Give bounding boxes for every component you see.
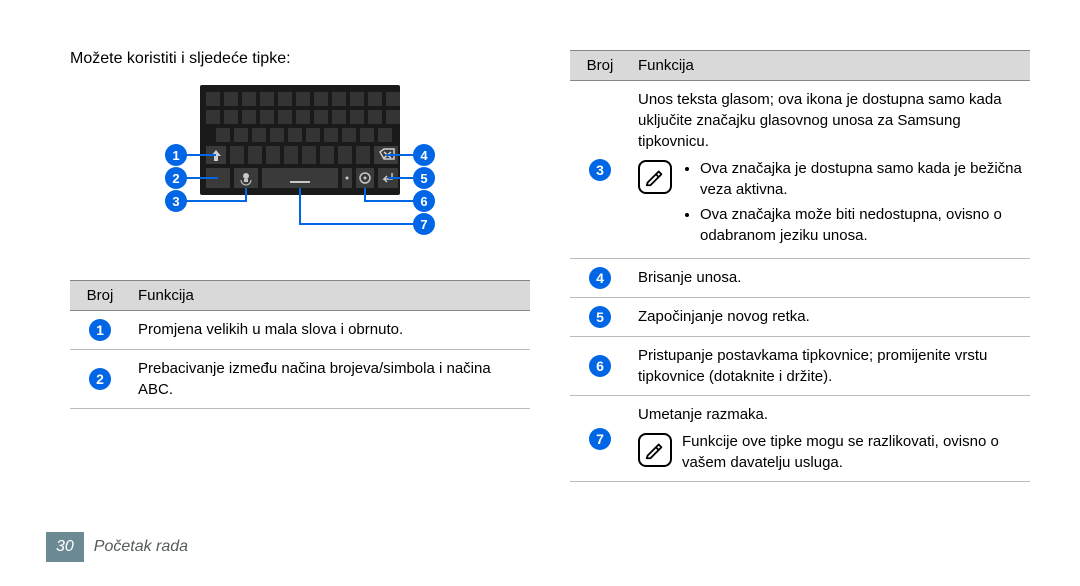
- table-row: 3 Unos teksta glasom; ova ikona je dostu…: [570, 81, 1030, 259]
- func-intro: Umetanje razmaka.: [638, 404, 1022, 425]
- page-footer: 30 Početak rada: [46, 532, 188, 562]
- page-number: 30: [46, 532, 84, 562]
- svg-text:1: 1: [172, 148, 179, 163]
- svg-text:7: 7: [420, 217, 427, 232]
- svg-text:4: 4: [420, 148, 428, 163]
- page-columns: Možete koristiti i sljedeće tipke:: [70, 50, 1030, 482]
- func-intro: Unos teksta glasom; ova ikona je dostupn…: [638, 89, 1022, 152]
- right-column: Broj Funkcija 3 Unos teksta glasom; ova …: [570, 50, 1030, 482]
- left-column: Možete koristiti i sljedeće tipke:: [70, 50, 530, 482]
- right-table: Broj Funkcija 3 Unos teksta glasom; ova …: [570, 50, 1030, 482]
- num-badge-1: 1: [89, 319, 111, 341]
- svg-text:5: 5: [420, 171, 427, 186]
- footer-label: Početak rada: [94, 538, 188, 556]
- note-icon: [638, 160, 672, 194]
- num-badge-3: 3: [589, 159, 611, 181]
- func-text: Pristupanje postavkama tipkovnice; promi…: [630, 337, 1030, 396]
- func-text: Prebacivanje između načina brojeva/simbo…: [130, 350, 530, 409]
- note-text: Funkcije ove tipke mogu se razlikovati, …: [682, 431, 1022, 473]
- num-badge-2: 2: [89, 368, 111, 390]
- func-text: Brisanje unosa.: [630, 259, 1030, 298]
- num-badge-5: 5: [589, 306, 611, 328]
- table-row: 5 Započinjanje novog retka.: [570, 298, 1030, 337]
- col-header-funkcija: Funkcija: [130, 281, 530, 311]
- keyboard-svg: 1 2 3 4 5 6 7: [130, 80, 470, 260]
- keyboard-figure: 1 2 3 4 5 6 7: [70, 80, 530, 260]
- table-row: 1 Promjena velikih u mala slova i obrnut…: [70, 311, 530, 350]
- table-row: 7 Umetanje razmaka. Funkcije ove tipke m…: [570, 396, 1030, 482]
- table-row: 4 Brisanje unosa.: [570, 259, 1030, 298]
- col-header-funkcija: Funkcija: [630, 51, 1030, 81]
- intro-text: Možete koristiti i sljedeće tipke:: [70, 50, 530, 68]
- note-block: Ova značajka je dostupna samo kada je be…: [638, 158, 1022, 250]
- table-row: 2 Prebacivanje između načina brojeva/sim…: [70, 350, 530, 409]
- col-header-broj: Broj: [70, 281, 130, 311]
- note-bullets: Ova značajka je dostupna samo kada je be…: [682, 158, 1022, 250]
- func-text: Započinjanje novog retka.: [630, 298, 1030, 337]
- note-block: Funkcije ove tipke mogu se razlikovati, …: [638, 431, 1022, 473]
- svg-text:3: 3: [172, 194, 179, 209]
- svg-text:6: 6: [420, 194, 427, 209]
- func-text: Promjena velikih u mala slova i obrnuto.: [130, 311, 530, 350]
- svg-text:2: 2: [172, 171, 179, 186]
- table-row: 6 Pristupanje postavkama tipkovnice; pro…: [570, 337, 1030, 396]
- num-badge-7: 7: [589, 428, 611, 450]
- col-header-broj: Broj: [570, 51, 630, 81]
- note-icon: [638, 433, 672, 467]
- note-bullet: Ova značajka može biti nedostupna, ovisn…: [700, 204, 1022, 246]
- num-badge-6: 6: [589, 355, 611, 377]
- num-badge-4: 4: [589, 267, 611, 289]
- note-bullet: Ova značajka je dostupna samo kada je be…: [700, 158, 1022, 200]
- left-table: Broj Funkcija 1 Promjena velikih u mala …: [70, 280, 530, 409]
